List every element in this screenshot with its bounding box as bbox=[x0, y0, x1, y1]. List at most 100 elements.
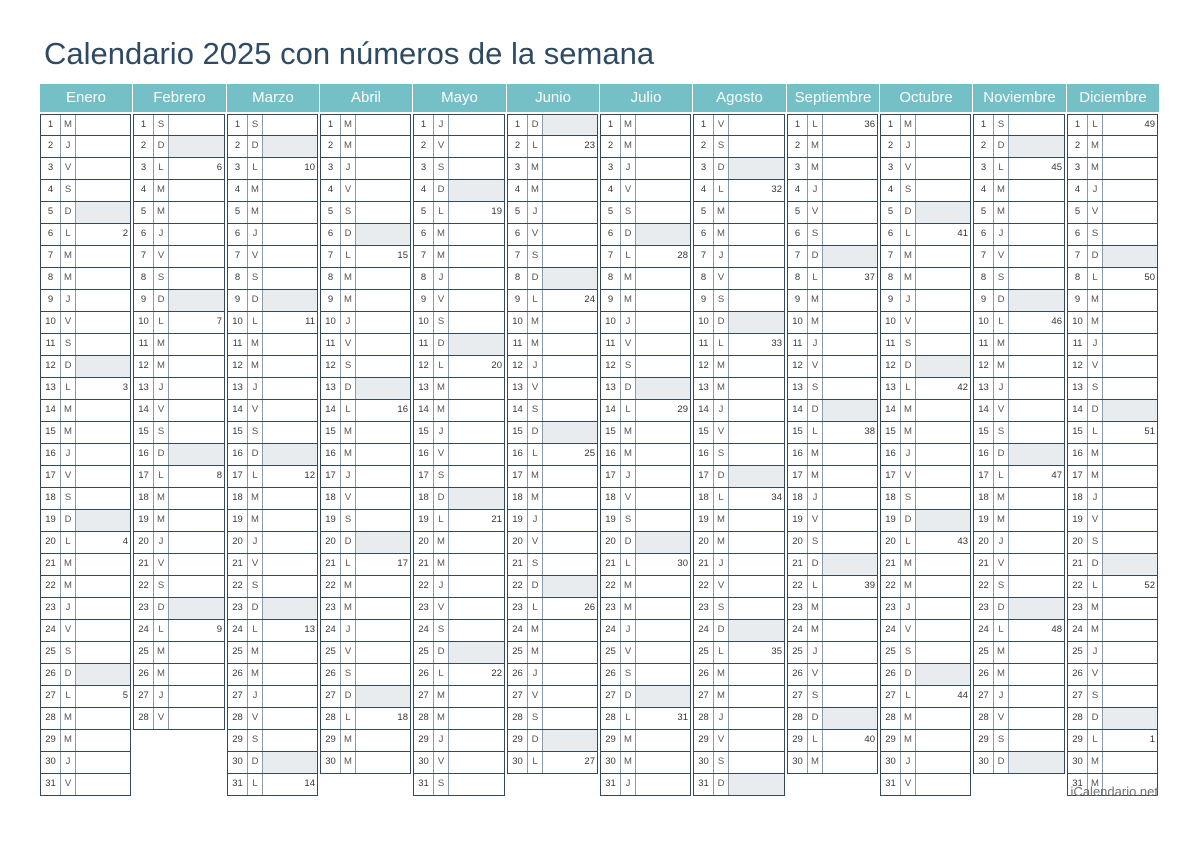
day-cell[interactable]: 22 M bbox=[600, 576, 691, 598]
day-cell[interactable]: 17 M bbox=[1067, 466, 1158, 488]
day-cell[interactable]: 24 L 48 bbox=[973, 620, 1065, 642]
day-cell[interactable]: 18 J bbox=[1067, 488, 1158, 510]
day-cell[interactable]: 24 J bbox=[600, 620, 691, 642]
day-cell[interactable]: 27 M bbox=[413, 686, 505, 708]
day-cell[interactable]: 23 D bbox=[133, 598, 225, 620]
day-cell[interactable]: 25 V bbox=[600, 642, 691, 664]
day-cell[interactable]: 20 D bbox=[600, 532, 691, 554]
day-cell[interactable]: 15 D bbox=[507, 422, 598, 444]
day-cell[interactable]: 25 M bbox=[227, 642, 318, 664]
day-cell[interactable]: 18 M bbox=[133, 488, 225, 510]
day-cell[interactable]: 21 L 17 bbox=[320, 554, 411, 576]
day-cell[interactable]: 17 L 12 bbox=[227, 466, 318, 488]
day-cell[interactable]: 23 J bbox=[40, 598, 131, 620]
day-cell[interactable]: 17 J bbox=[600, 466, 691, 488]
day-cell[interactable]: 14 V bbox=[973, 400, 1065, 422]
day-cell[interactable]: 27 J bbox=[227, 686, 318, 708]
day-cell[interactable]: 30 D bbox=[973, 752, 1065, 774]
day-cell[interactable]: 28 M bbox=[413, 708, 505, 730]
day-cell[interactable]: 29 L 1 bbox=[1067, 730, 1158, 752]
day-cell[interactable]: 26 J bbox=[507, 664, 598, 686]
day-cell[interactable]: 13 L 3 bbox=[40, 378, 131, 400]
day-cell[interactable]: 12 S bbox=[600, 356, 691, 378]
day-cell[interactable]: 30 M bbox=[787, 752, 878, 774]
day-cell[interactable]: 18 V bbox=[600, 488, 691, 510]
day-cell[interactable]: 19 S bbox=[600, 510, 691, 532]
day-cell[interactable]: 11 M bbox=[133, 334, 225, 356]
day-cell[interactable]: 29 S bbox=[973, 730, 1065, 752]
day-cell[interactable]: 26 V bbox=[1067, 664, 1158, 686]
day-cell[interactable]: 12 D bbox=[880, 356, 971, 378]
day-cell[interactable]: 10 L 46 bbox=[973, 312, 1065, 334]
day-cell[interactable]: 11 M bbox=[507, 334, 598, 356]
day-cell[interactable]: 21 V bbox=[973, 554, 1065, 576]
day-cell[interactable]: 10 V bbox=[40, 312, 131, 334]
day-cell[interactable]: 16 V bbox=[413, 444, 505, 466]
day-cell[interactable]: 4 L 32 bbox=[693, 180, 785, 202]
day-cell[interactable]: 16 M bbox=[600, 444, 691, 466]
day-cell[interactable]: 16 J bbox=[40, 444, 131, 466]
day-cell[interactable]: 14 V bbox=[227, 400, 318, 422]
day-cell[interactable]: 14 L 29 bbox=[600, 400, 691, 422]
day-cell[interactable]: 29 M bbox=[320, 730, 411, 752]
day-cell[interactable]: 23 J bbox=[880, 598, 971, 620]
day-cell[interactable]: 3 L 10 bbox=[227, 158, 318, 180]
day-cell[interactable]: 28 L 18 bbox=[320, 708, 411, 730]
day-cell[interactable]: 12 M bbox=[973, 356, 1065, 378]
day-cell[interactable]: 12 V bbox=[1067, 356, 1158, 378]
day-cell[interactable]: 27 D bbox=[320, 686, 411, 708]
day-cell[interactable]: 28 V bbox=[227, 708, 318, 730]
day-cell[interactable]: 27 V bbox=[507, 686, 598, 708]
day-cell[interactable]: 19 S bbox=[320, 510, 411, 532]
day-cell[interactable]: 26 M bbox=[133, 664, 225, 686]
day-cell[interactable]: 29 M bbox=[40, 730, 131, 752]
day-cell[interactable]: 22 S bbox=[227, 576, 318, 598]
day-cell[interactable]: 18 D bbox=[413, 488, 505, 510]
day-cell[interactable]: 7 L 28 bbox=[600, 246, 691, 268]
day-cell[interactable]: 22 D bbox=[507, 576, 598, 598]
day-cell[interactable]: 12 D bbox=[40, 356, 131, 378]
day-cell[interactable]: 19 M bbox=[693, 510, 785, 532]
day-cell[interactable]: 22 M bbox=[880, 576, 971, 598]
day-cell[interactable]: 20 S bbox=[1067, 532, 1158, 554]
day-cell[interactable]: 17 M bbox=[507, 466, 598, 488]
day-cell[interactable]: 24 L 9 bbox=[133, 620, 225, 642]
day-cell[interactable]: 18 M bbox=[973, 488, 1065, 510]
day-cell[interactable]: 28 D bbox=[787, 708, 878, 730]
day-cell[interactable]: 22 L 52 bbox=[1067, 576, 1158, 598]
day-cell[interactable]: 22 S bbox=[133, 576, 225, 598]
day-cell[interactable]: 10 J bbox=[600, 312, 691, 334]
day-cell[interactable]: 10 L 11 bbox=[227, 312, 318, 334]
day-cell[interactable]: 14 D bbox=[1067, 400, 1158, 422]
day-cell[interactable]: 26 D bbox=[880, 664, 971, 686]
day-cell[interactable]: 20 L 43 bbox=[880, 532, 971, 554]
day-cell[interactable]: 25 M bbox=[507, 642, 598, 664]
day-cell[interactable]: 10 J bbox=[320, 312, 411, 334]
day-cell[interactable]: 23 L 26 bbox=[507, 598, 598, 620]
day-cell[interactable]: 6 L 41 bbox=[880, 224, 971, 246]
day-cell[interactable]: 21 V bbox=[227, 554, 318, 576]
